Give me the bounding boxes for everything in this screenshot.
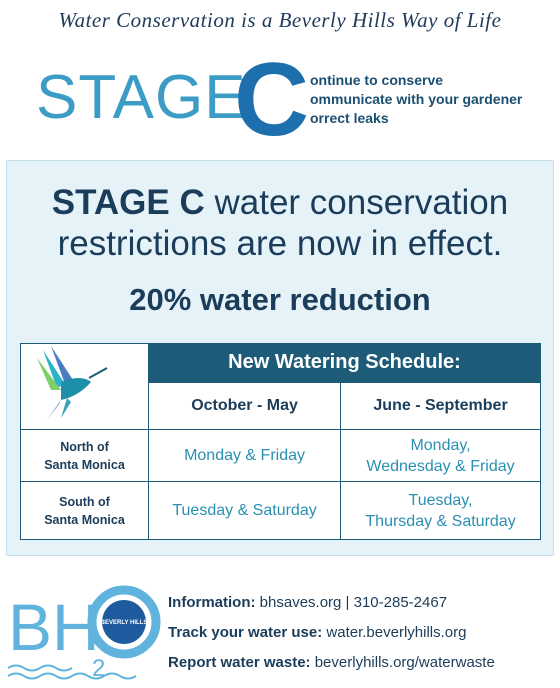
tagline: Water Conservation is a Beverly Hills Wa… bbox=[58, 8, 502, 32]
contact-line: Track your water use: water.beverlyhills… bbox=[168, 624, 466, 641]
contact-value: water.beverlyhills.org bbox=[326, 624, 467, 641]
row-header: South of Santa Monica bbox=[20, 481, 149, 540]
column-header: October - May bbox=[147, 381, 342, 431]
headline-text: water conservation restrictions are now … bbox=[57, 183, 509, 263]
logo-seal bbox=[102, 600, 146, 644]
contact-label: Report water waste: bbox=[168, 654, 311, 671]
headline-bold: STAGE C bbox=[51, 183, 205, 222]
headline: STAGE C water conservation restrictions … bbox=[0, 182, 560, 264]
c-line: ontinue to conserve bbox=[310, 72, 444, 88]
schedule-cell: Tuesday, Thursday & Saturday bbox=[340, 481, 541, 540]
logo-bh: BH bbox=[8, 590, 100, 664]
contact-label: Information: bbox=[168, 594, 256, 611]
schedule-table: New Watering Schedule: October - May Jun… bbox=[20, 343, 541, 540]
contact-value: beverlyhills.org/waterwaste bbox=[314, 654, 495, 671]
c-line: orrect leaks bbox=[310, 110, 389, 126]
contact-line: Information: bhsaves.org | 310-285-2467 bbox=[168, 594, 447, 611]
reduction: 20% water reduction bbox=[129, 282, 431, 317]
logo-sub: 2 bbox=[92, 655, 105, 682]
row-header: North of Santa Monica bbox=[20, 429, 149, 482]
stage-letter: C bbox=[234, 42, 310, 158]
icon-cell bbox=[20, 343, 149, 430]
contact-value: bhsaves.org | 310-285-2467 bbox=[259, 594, 448, 611]
stage-word: STAGE bbox=[36, 63, 247, 132]
column-header: June - September bbox=[340, 381, 541, 431]
schedule-cell: Monday, Wednesday & Friday bbox=[340, 429, 541, 482]
c-line: ommunicate with your gardener bbox=[310, 91, 523, 107]
contact-line: Report water waste: beverlyhills.org/wat… bbox=[168, 654, 495, 671]
logo-o bbox=[87, 585, 161, 659]
schedule-cell: Tuesday & Saturday bbox=[147, 481, 342, 540]
contact-label: Track your water use: bbox=[168, 624, 323, 641]
schedule-cell: Monday & Friday bbox=[147, 429, 342, 482]
logo-seal-text: BEVERLY HILLS bbox=[101, 620, 148, 626]
bh2o-logo: BH 2 BEVERLY HILLS bbox=[7, 585, 161, 682]
hummingbird-icon bbox=[37, 346, 108, 420]
table-title: New Watering Schedule: bbox=[148, 343, 541, 383]
